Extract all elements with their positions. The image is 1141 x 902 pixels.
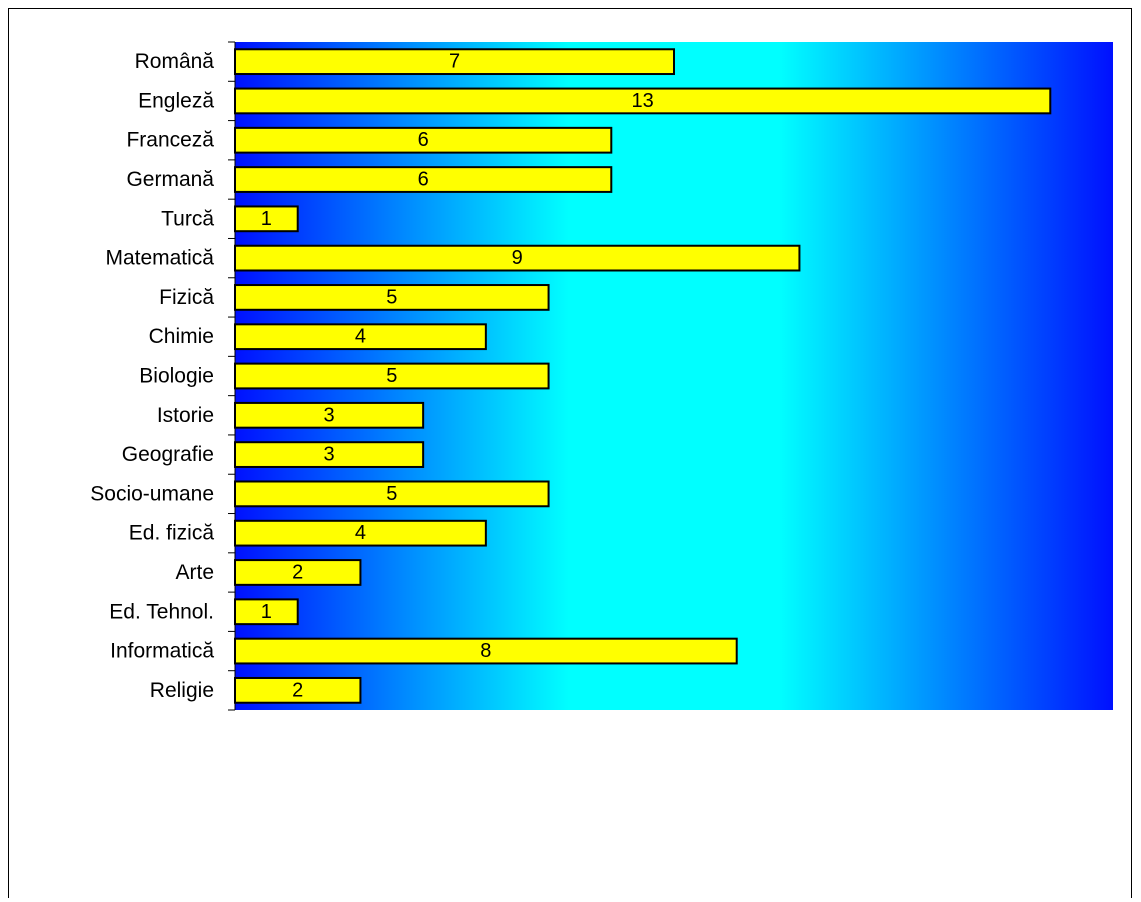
bar-value-label: 9: [512, 247, 523, 269]
category-label: Fizică: [159, 286, 214, 309]
bar-14: [234, 559, 362, 586]
bar-3: [234, 126, 613, 154]
category-label: Religie: [150, 679, 214, 702]
bar-7: [234, 284, 550, 311]
category-label: Ed. Tehnol.: [109, 600, 214, 623]
y-axis: [228, 41, 236, 711]
bar-13: [234, 519, 487, 547]
category-label: Germană: [126, 168, 214, 191]
bar-value-label: 1: [261, 208, 272, 230]
bar-4: [234, 166, 613, 193]
bar-15: [234, 598, 299, 626]
bar-value-label: 3: [324, 404, 335, 426]
category-label: Biologie: [139, 365, 214, 388]
bar-8: [234, 323, 487, 351]
bar-value-label: 7: [449, 51, 460, 73]
category-label: Ed. fizică: [129, 522, 215, 545]
bar-value-label: 4: [355, 326, 366, 348]
category-label: Turcă: [161, 207, 214, 230]
bar-9: [234, 362, 550, 390]
bar-11: [234, 441, 425, 468]
category-label: Chimie: [149, 325, 214, 348]
bar-2: [234, 87, 1052, 115]
category-label: Arte: [175, 561, 214, 584]
bar-value-label: 3: [324, 444, 335, 466]
category-label: Engleză: [138, 89, 214, 112]
bar-1: [234, 48, 675, 76]
bar-value-label: 8: [480, 640, 491, 662]
chart-frame: [8, 8, 1132, 898]
bar-5: [234, 205, 299, 233]
bar-value-label: 2: [292, 679, 303, 701]
labels: 7Română13Engleză6Franceză6Germană1Turcă9…: [90, 50, 654, 702]
bar-10: [234, 401, 425, 429]
bar-value-label: 4: [355, 522, 366, 544]
bar-value-label: 1: [261, 601, 272, 623]
bar-6: [234, 244, 801, 272]
bars: [234, 48, 1052, 704]
category-label: Română: [135, 50, 215, 73]
bar-value-label: 6: [418, 169, 429, 191]
category-label: Geografie: [122, 443, 214, 466]
bar-value-label: 5: [386, 483, 397, 505]
bar-12: [234, 480, 550, 508]
bar-value-label: 5: [386, 286, 397, 308]
category-label: Matematică: [105, 247, 214, 270]
bar-value-label: 2: [292, 561, 303, 583]
category-label: Istorie: [157, 404, 214, 427]
category-label: Franceză: [126, 129, 214, 152]
category-label: Informatică: [110, 640, 214, 663]
bar-17: [234, 676, 362, 704]
bar-value-label: 6: [418, 129, 429, 151]
bar-value-label: 13: [632, 90, 654, 112]
bar-16: [234, 637, 738, 665]
category-label: Socio-umane: [90, 482, 214, 505]
bar-value-label: 5: [386, 365, 397, 387]
